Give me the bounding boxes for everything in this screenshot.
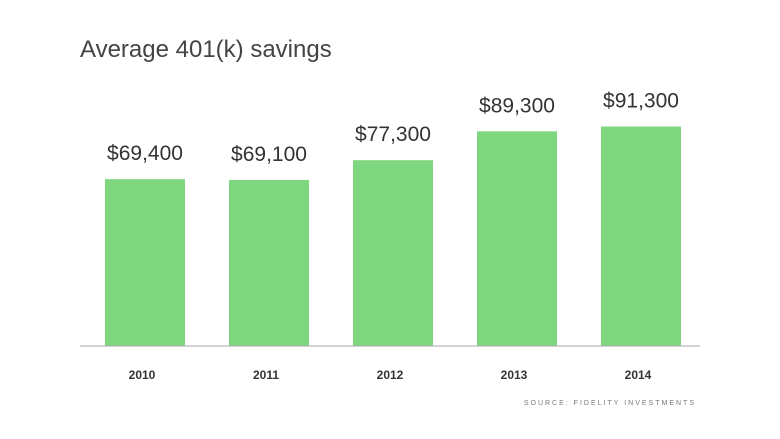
data-label-2011: $69,100: [231, 143, 307, 166]
x-tick-label-2014: 2014: [625, 368, 652, 382]
bar-2011: [229, 179, 309, 346]
bar-2014: [601, 126, 681, 347]
x-tick-label-2010: 2010: [129, 368, 156, 382]
x-tick-labels-layer: 2010 2011 2012 2013 2014: [129, 368, 652, 382]
data-label-2012: $77,300: [355, 123, 431, 146]
x-tick-label-2011: 2011: [253, 368, 279, 382]
data-label-2010: $69,400: [107, 142, 183, 165]
bars-layer: [105, 126, 681, 347]
source-note: SOURCE: FIDELITY INVESTMENTS: [523, 400, 696, 407]
data-labels-layer: $69,400 $69,100 $77,300 $89,300 $91,300: [107, 90, 679, 166]
data-label-2014: $91,300: [603, 90, 679, 113]
bar-2010: [105, 179, 185, 346]
x-tick-label-2013: 2013: [501, 368, 528, 382]
data-label-2013: $89,300: [479, 94, 555, 117]
bar-2012: [353, 160, 433, 346]
x-tick-label-2012: 2012: [377, 368, 404, 382]
chart-title: Average 401(k) savings: [80, 36, 332, 63]
bar-2013: [477, 131, 557, 346]
